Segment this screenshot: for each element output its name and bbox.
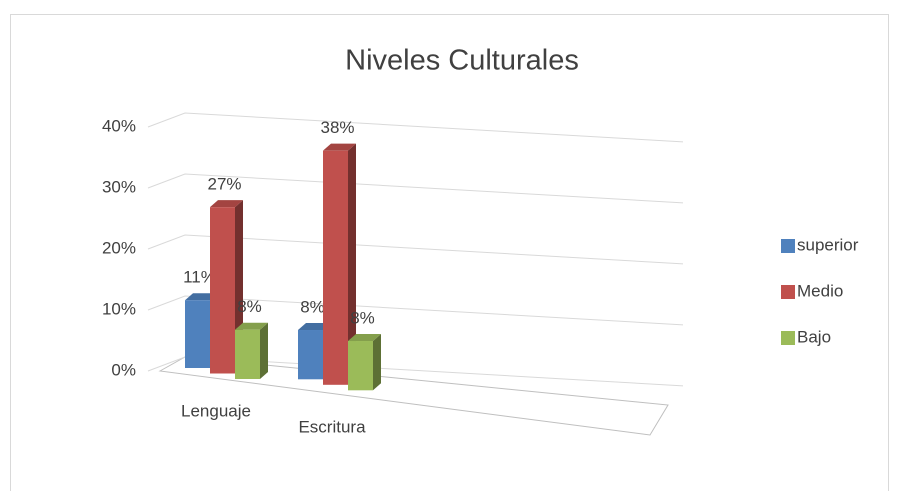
bar-side [348, 143, 356, 385]
y-tick-label: 40% [102, 116, 136, 135]
legend-label: superior [797, 235, 859, 254]
bar-top [348, 334, 381, 342]
y-tick-label: 0% [111, 360, 136, 379]
bar-side [373, 334, 381, 391]
legend-swatch [781, 285, 795, 299]
y-tick-label: 30% [102, 177, 136, 196]
x-tick-label: Lenguaje [181, 401, 251, 420]
bar [348, 341, 373, 391]
bar-top [235, 322, 268, 330]
y-tick-label: 20% [102, 238, 136, 257]
bar-top [185, 293, 218, 301]
legend-label: Medio [797, 281, 843, 300]
bar-top [298, 323, 331, 331]
bar-top [323, 143, 356, 151]
bar-top [210, 200, 243, 208]
data-label: 8% [300, 297, 325, 316]
grid-line [147, 173, 684, 204]
data-label: 38% [320, 118, 354, 137]
grid-line [147, 234, 684, 265]
bar-side [260, 322, 268, 379]
bar [235, 329, 260, 379]
bar [298, 330, 323, 380]
chart-title: Niveles Culturales [345, 45, 579, 77]
legend-label: Bajo [797, 327, 831, 346]
data-label: 8% [237, 297, 262, 316]
grid-line [147, 112, 684, 143]
data-label: 27% [207, 175, 241, 194]
legend-swatch [781, 331, 795, 345]
x-tick-label: Escritura [298, 417, 366, 436]
data-label: 8% [350, 308, 375, 327]
grid-line [147, 295, 684, 326]
data-label: 11% [183, 268, 216, 287]
bar [323, 150, 348, 385]
legend-swatch [781, 239, 795, 253]
floor [158, 356, 669, 436]
chart-border [10, 14, 889, 491]
bar [185, 300, 210, 368]
bar [210, 207, 235, 374]
y-tick-label: 10% [102, 299, 136, 318]
